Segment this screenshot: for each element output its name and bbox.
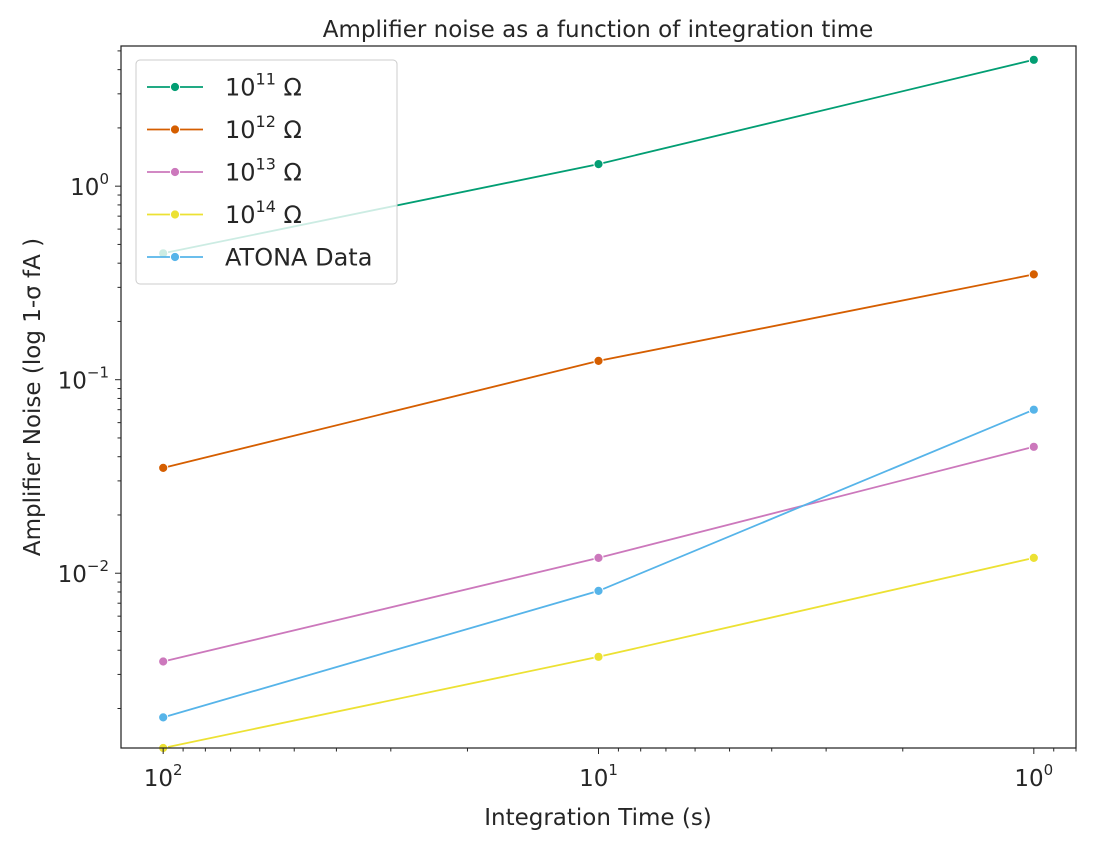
- data-point: [158, 656, 169, 667]
- data-point: [1028, 441, 1039, 452]
- legend-label: 1011 Ω: [225, 70, 302, 102]
- data-point: [593, 651, 604, 662]
- data-point: [593, 552, 604, 564]
- series-3: [158, 552, 1039, 754]
- legend-label: 1014 Ω: [225, 197, 302, 229]
- data-point: [1028, 552, 1039, 564]
- y-axis-ticks: 100 10−1 10−2: [58, 50, 121, 709]
- series-4: [158, 404, 1039, 723]
- x-tick-label: 102: [144, 761, 183, 792]
- legend-swatch-marker: [169, 124, 181, 135]
- legend-swatch-marker: [169, 166, 181, 178]
- series-line-4: [162, 408, 1035, 719]
- legend-entry: 1012 Ω: [147, 112, 302, 144]
- data-point: [1028, 269, 1039, 280]
- legend-label: 1012 Ω: [225, 112, 302, 144]
- data-point: [1028, 54, 1039, 65]
- y-axis-label: Amplifier Noise (log 1-σ fA ): [20, 238, 46, 556]
- series-1: [158, 269, 1039, 473]
- legend-entry: 1013 Ω: [147, 155, 302, 187]
- series-layer: [158, 54, 1039, 754]
- data-point: [593, 355, 604, 366]
- series-line-1: [162, 273, 1034, 469]
- y-tick-label: 10−2: [58, 557, 109, 588]
- chart-title: Amplifier noise as a function of integra…: [323, 17, 874, 43]
- x-tick-label: 101: [579, 761, 618, 792]
- y-tick-label: 100: [70, 170, 109, 201]
- legend-swatch-marker: [169, 209, 181, 220]
- legend-swatch-marker: [169, 81, 181, 93]
- data-point: [158, 462, 169, 473]
- legend-entry: 1011 Ω: [147, 70, 302, 102]
- legend-entry: 1014 Ω: [147, 197, 302, 229]
- data-point: [593, 159, 604, 170]
- legend-entry: ATONA Data: [147, 244, 372, 272]
- legend-label: ATONA Data: [225, 244, 372, 272]
- legend-label: 1013 Ω: [225, 155, 302, 187]
- data-point: [1028, 404, 1039, 415]
- x-axis-label: Integration Time (s): [484, 805, 712, 831]
- data-point: [158, 712, 169, 723]
- y-tick-label: 10−1: [58, 364, 109, 395]
- data-point: [593, 585, 604, 597]
- legend-box: [135, 59, 398, 285]
- legend-swatch-marker: [169, 251, 181, 263]
- series-2: [158, 441, 1039, 667]
- legend: 1011 Ω 1012 Ω 1013 Ω 1014 Ω ATONA Data: [135, 59, 398, 285]
- x-axis-ticks: 102 101 100: [144, 748, 1077, 792]
- x-tick-label: 100: [1014, 761, 1053, 792]
